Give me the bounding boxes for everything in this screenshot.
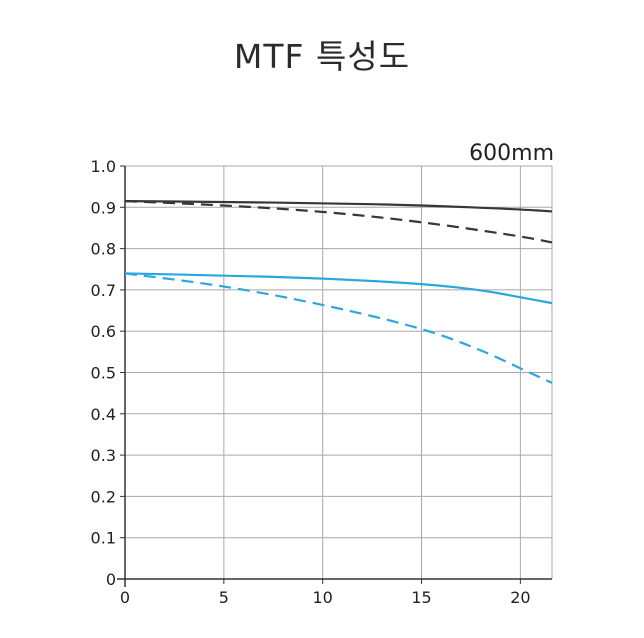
y-tick-label: 0.1 xyxy=(91,529,116,548)
x-tick-label: 15 xyxy=(411,588,431,607)
series-line-1 xyxy=(124,200,553,213)
page-title: MTF 특성도 xyxy=(233,37,411,76)
series-line-4 xyxy=(124,272,553,384)
series-lines xyxy=(124,200,553,384)
x-tick-label: 5 xyxy=(219,588,229,607)
y-tick-label: 0.6 xyxy=(91,322,116,341)
y-tick-label: 0.2 xyxy=(91,487,116,506)
y-tick-label: 0.3 xyxy=(91,446,116,465)
series-line-3 xyxy=(124,272,553,305)
x-tick-labels: 0 5 10 15 20 xyxy=(120,588,531,607)
focal-length-label: 600mm xyxy=(469,141,554,166)
y-tick-label: 0 xyxy=(106,570,116,589)
y-tick-label: 0.8 xyxy=(91,240,116,259)
x-tick-label: 10 xyxy=(313,588,333,607)
plot-frame xyxy=(117,165,553,587)
y-tick-label: 0.5 xyxy=(91,364,116,383)
y-tick-label: 0.7 xyxy=(91,281,116,300)
y-tick-labels: 0 0.1 0.2 0.3 0.4 0.5 0.6 0.7 0.8 0.9 1.0 xyxy=(91,157,116,589)
series-line-2 xyxy=(124,200,553,244)
y-tick-label: 1.0 xyxy=(91,157,116,176)
x-tick-label: 0 xyxy=(120,588,130,607)
grid xyxy=(125,166,552,579)
y-tick-label: 0.9 xyxy=(91,198,116,217)
x-tick-label: 20 xyxy=(510,588,530,607)
y-tick-label: 0.4 xyxy=(91,405,116,424)
